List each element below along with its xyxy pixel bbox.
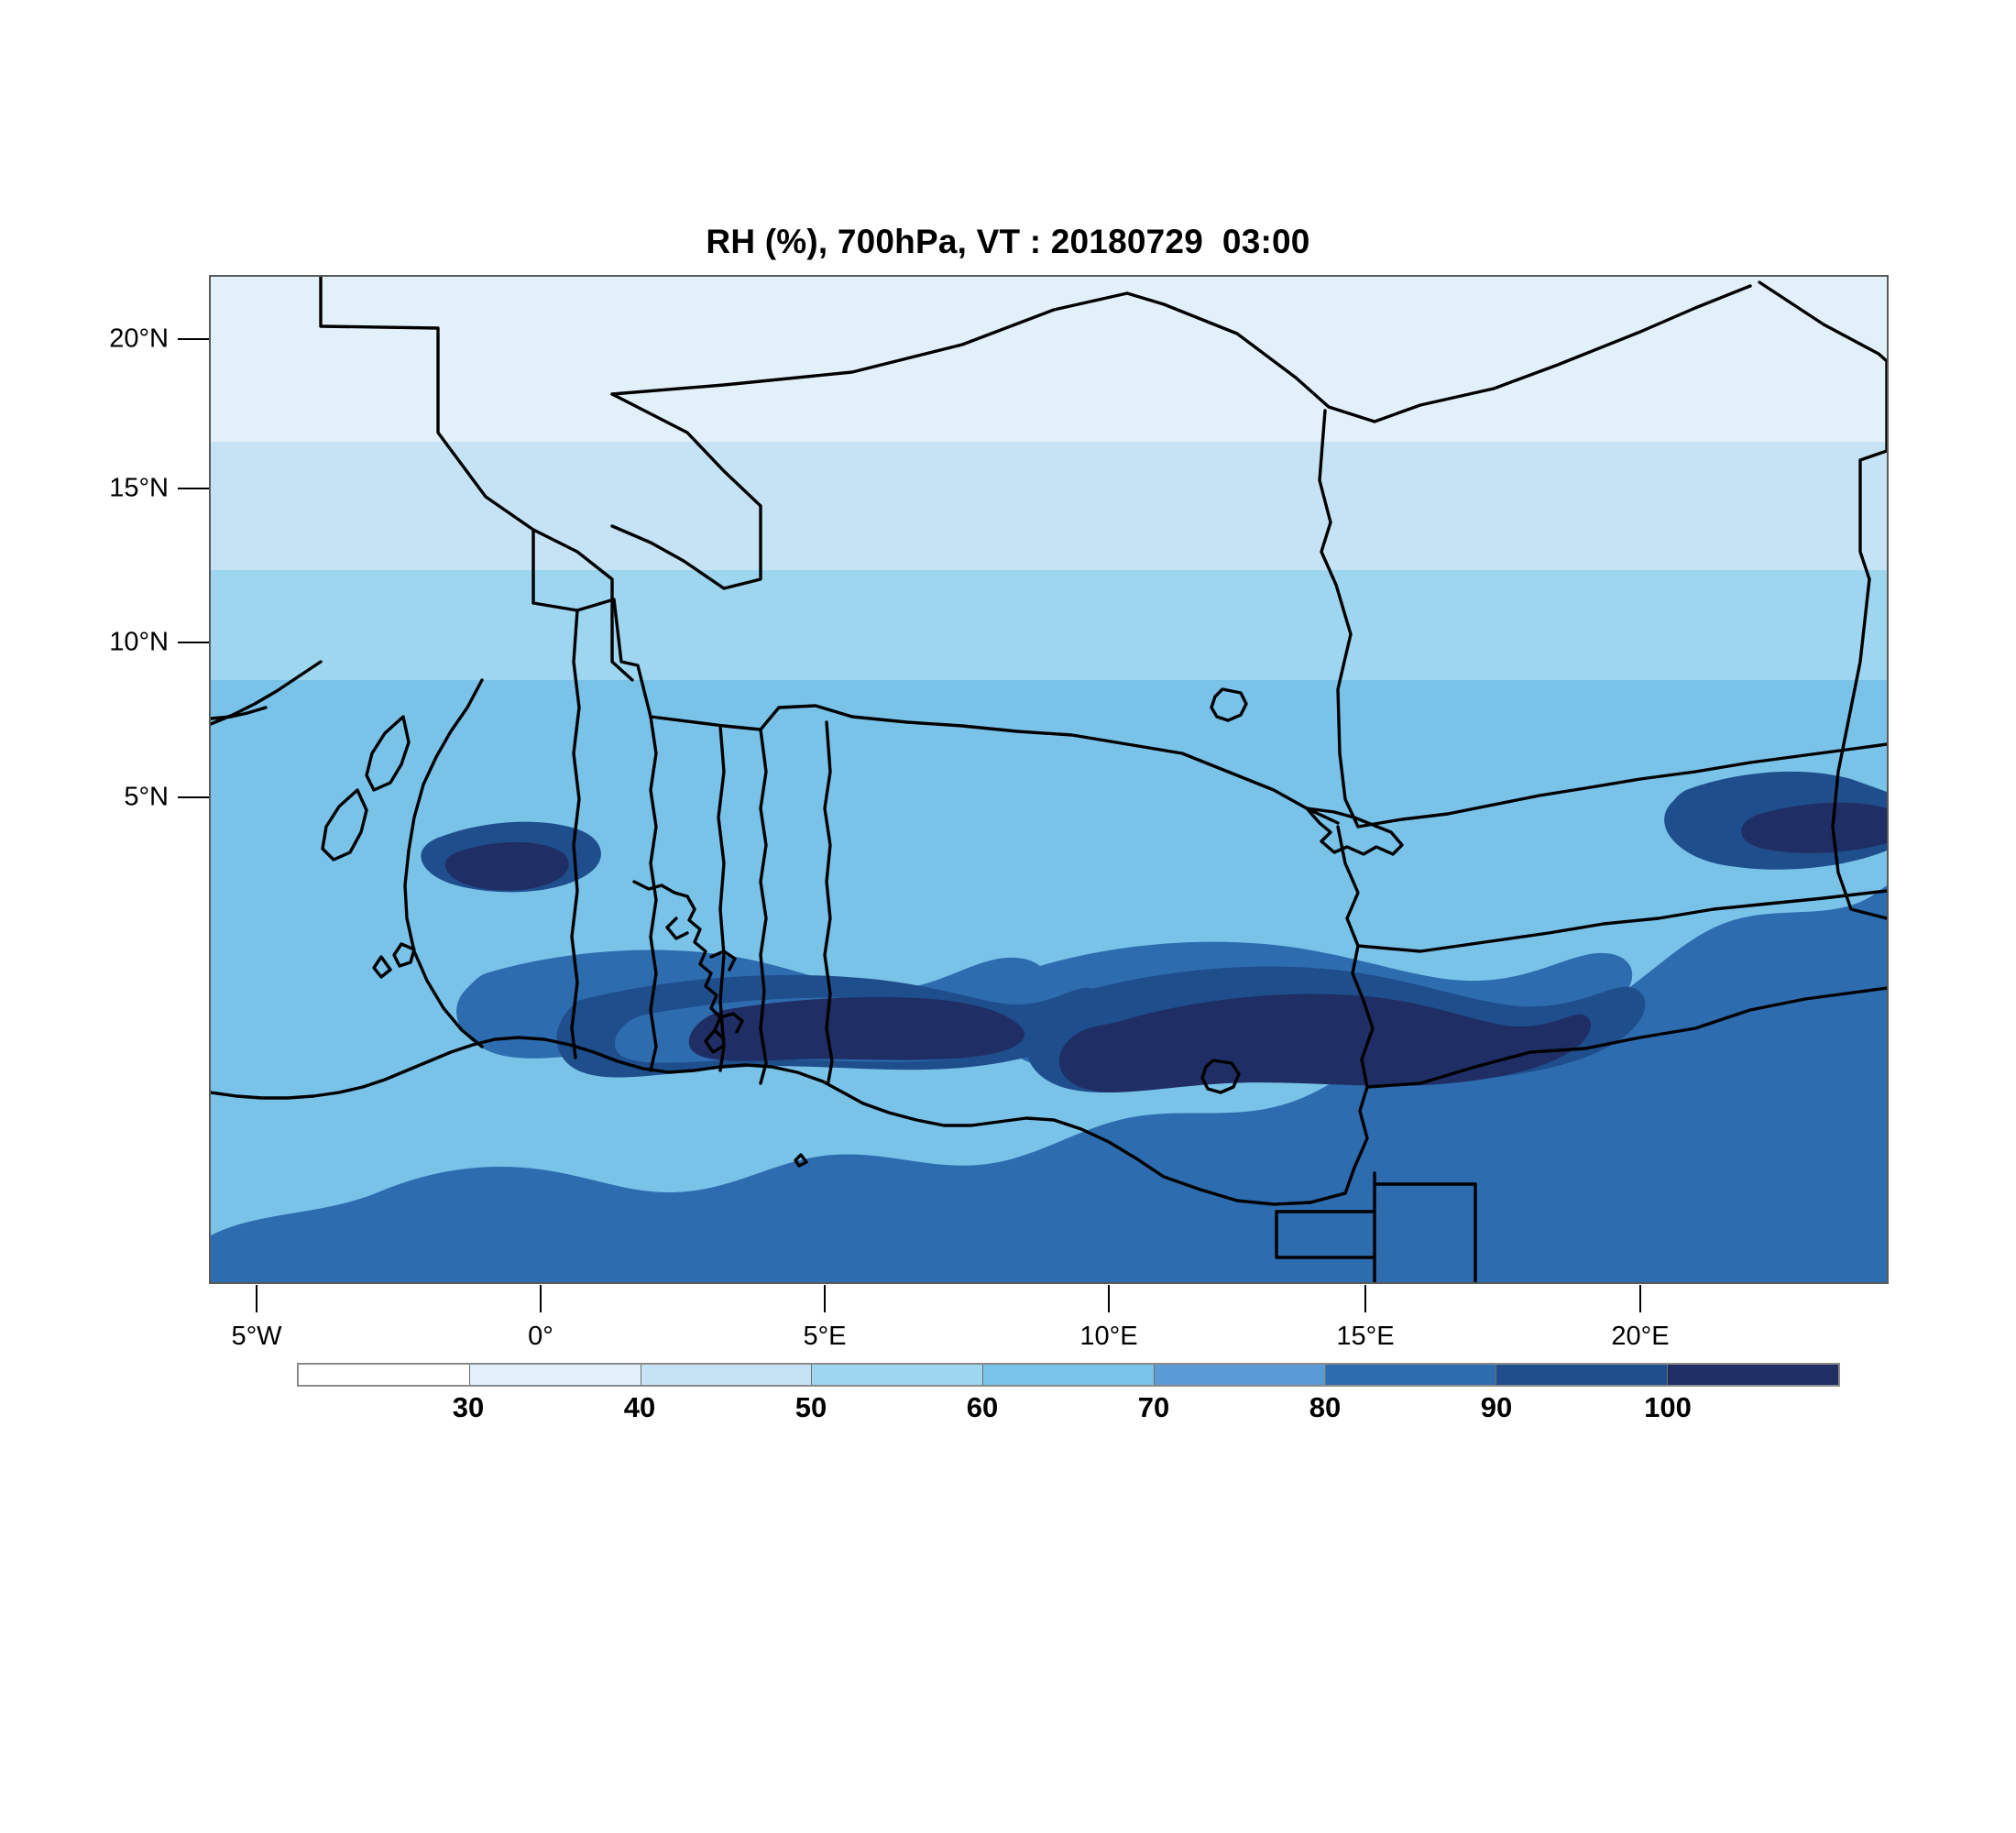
contour-map-svg [211,277,1887,1282]
xtick-label-5E: 5°E [803,1322,847,1351]
xtick-line-10E [1108,1285,1110,1312]
ytick-label-20N: 20°N [109,324,169,354]
ytick-line-5N [178,796,209,798]
page-title: RH (%), 700hPa, VT : 20180729 03:00 [706,223,1310,260]
xtick-line-20E [1639,1285,1641,1312]
colorbar-label-80: 80 [1309,1391,1342,1423]
xtick-line-15E [1364,1285,1366,1312]
ytick-line-15N [178,488,209,489]
colorbar-band-80-90 [1325,1365,1497,1385]
colorbar-label-70: 70 [1137,1391,1170,1423]
colorbar-band-40-50 [641,1365,813,1385]
xtick-label-5W: 5°W [231,1322,282,1351]
colorbar-label-40: 40 [623,1391,656,1423]
xtick-line-0 [540,1285,542,1312]
ytick-line-10N [178,642,209,643]
colorbar[interactable] [297,1363,1840,1387]
colorbar-label-50: 50 [794,1391,827,1423]
colorbar-band-90-100 [1496,1365,1669,1385]
xtick-label-0: 0° [528,1322,553,1351]
colorbar-band-20-30 [299,1365,470,1385]
ytick-label-5N: 5°N [124,782,169,812]
colorbar-band-70-80 [1154,1365,1326,1385]
colorbar-band-30-40 [469,1365,641,1385]
colorbar-band-60-70 [983,1365,1155,1385]
xtick-label-20E: 20°E [1611,1322,1670,1351]
colorbar-band-50-60 [812,1365,984,1385]
xtick-label-15E: 15°E [1336,1322,1395,1351]
ytick-label-10N: 10°N [109,627,169,657]
colorbar-label-100: 100 [1644,1391,1692,1423]
colorbar-label-60: 60 [966,1391,999,1423]
xtick-line-5E [824,1285,826,1312]
colorbar-label-90: 90 [1480,1391,1513,1423]
colorbar-band-100-110 [1668,1365,1839,1385]
xtick-label-10E: 10°E [1079,1322,1138,1351]
xtick-line-5W [256,1285,257,1312]
colorbar-label-30: 30 [452,1391,485,1423]
ytick-label-15N: 15°N [109,473,169,503]
ytick-line-20N [178,338,209,340]
map-plot-area[interactable] [209,275,1889,1284]
